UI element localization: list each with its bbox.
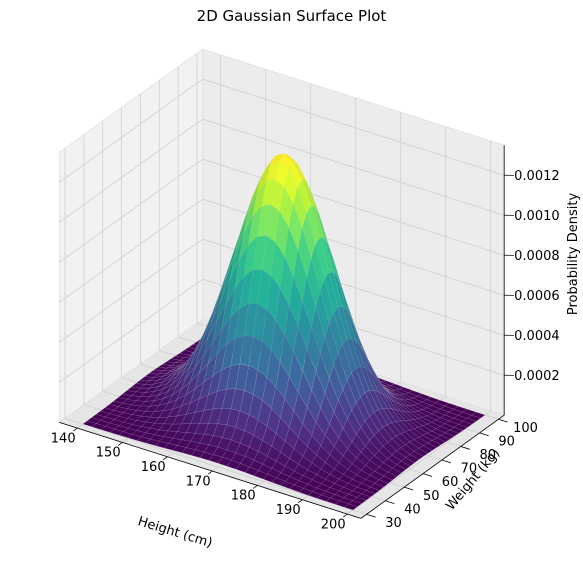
x-tick [162,456,168,461]
surface-facet [383,471,398,481]
x-tick [207,470,213,475]
z-tick-label: 0.0010 [514,209,560,224]
gridline-z [59,278,505,383]
gridline-y [64,148,367,515]
x-tick [297,499,303,504]
x-tick-label: 190 [276,503,301,518]
x-tick-label: 160 [141,460,166,475]
chart-title: 2D Gaussian Surface Plot [196,7,387,25]
y-tick [460,446,470,450]
x-axis-label: Height (cm) [136,514,214,551]
x-tick [72,427,78,432]
gridline-z [59,158,505,263]
y-tick-label: 80 [480,448,497,463]
surface-facet [405,454,420,464]
y-axis-line [360,414,505,519]
surface-facet [409,451,424,460]
x-tick-label: 150 [96,446,121,461]
surface-facet [374,479,389,488]
x-tick-label: 200 [321,517,346,532]
z-axis-label: Probability Density [566,193,581,316]
z-tick-label: 0.0006 [514,289,560,304]
surface-facet [365,486,380,494]
surface-facet [396,460,411,470]
surface-facet [471,411,486,419]
y-tick [385,500,395,504]
surface-facet [422,442,437,451]
z-tick-label: 0.0002 [514,369,560,384]
x-tick-label: 180 [231,489,256,504]
gridline-z [59,198,505,303]
y-tick [498,418,508,423]
surface-facet [414,448,429,457]
x-axis-line [59,421,361,519]
x-tick [252,485,258,489]
y-tick-label: 100 [513,421,538,436]
y-tick-label: 90 [498,434,515,449]
gridline-z [59,118,505,223]
y-tick-label: 50 [423,489,440,504]
z-tick-label: 0.0012 [514,169,560,184]
surface-mesh [82,153,486,511]
surface-facet [343,503,358,511]
gridline-x [347,140,492,515]
y-tick [404,486,414,491]
y-tick-label: 40 [404,502,421,517]
y-tick-label: 30 [385,516,402,531]
axis-lines [59,145,505,519]
x-tick [117,442,123,446]
z-tick-label: 0.0004 [514,329,560,344]
gridline-z [59,238,505,343]
y-tick-label: 60 [442,475,459,490]
gridline-z [59,78,505,183]
y-tick-label: 70 [461,462,478,477]
y-tick [441,459,452,464]
y-tick [366,513,376,518]
y-tick [479,432,489,437]
y-tick [422,473,433,477]
z-tick-label: 0.0008 [514,249,560,264]
x-tick-label: 170 [186,474,211,489]
x-tick [342,513,348,518]
surface-facet [352,497,367,504]
surface-facet [436,435,451,443]
x-tick-label: 140 [51,431,76,446]
